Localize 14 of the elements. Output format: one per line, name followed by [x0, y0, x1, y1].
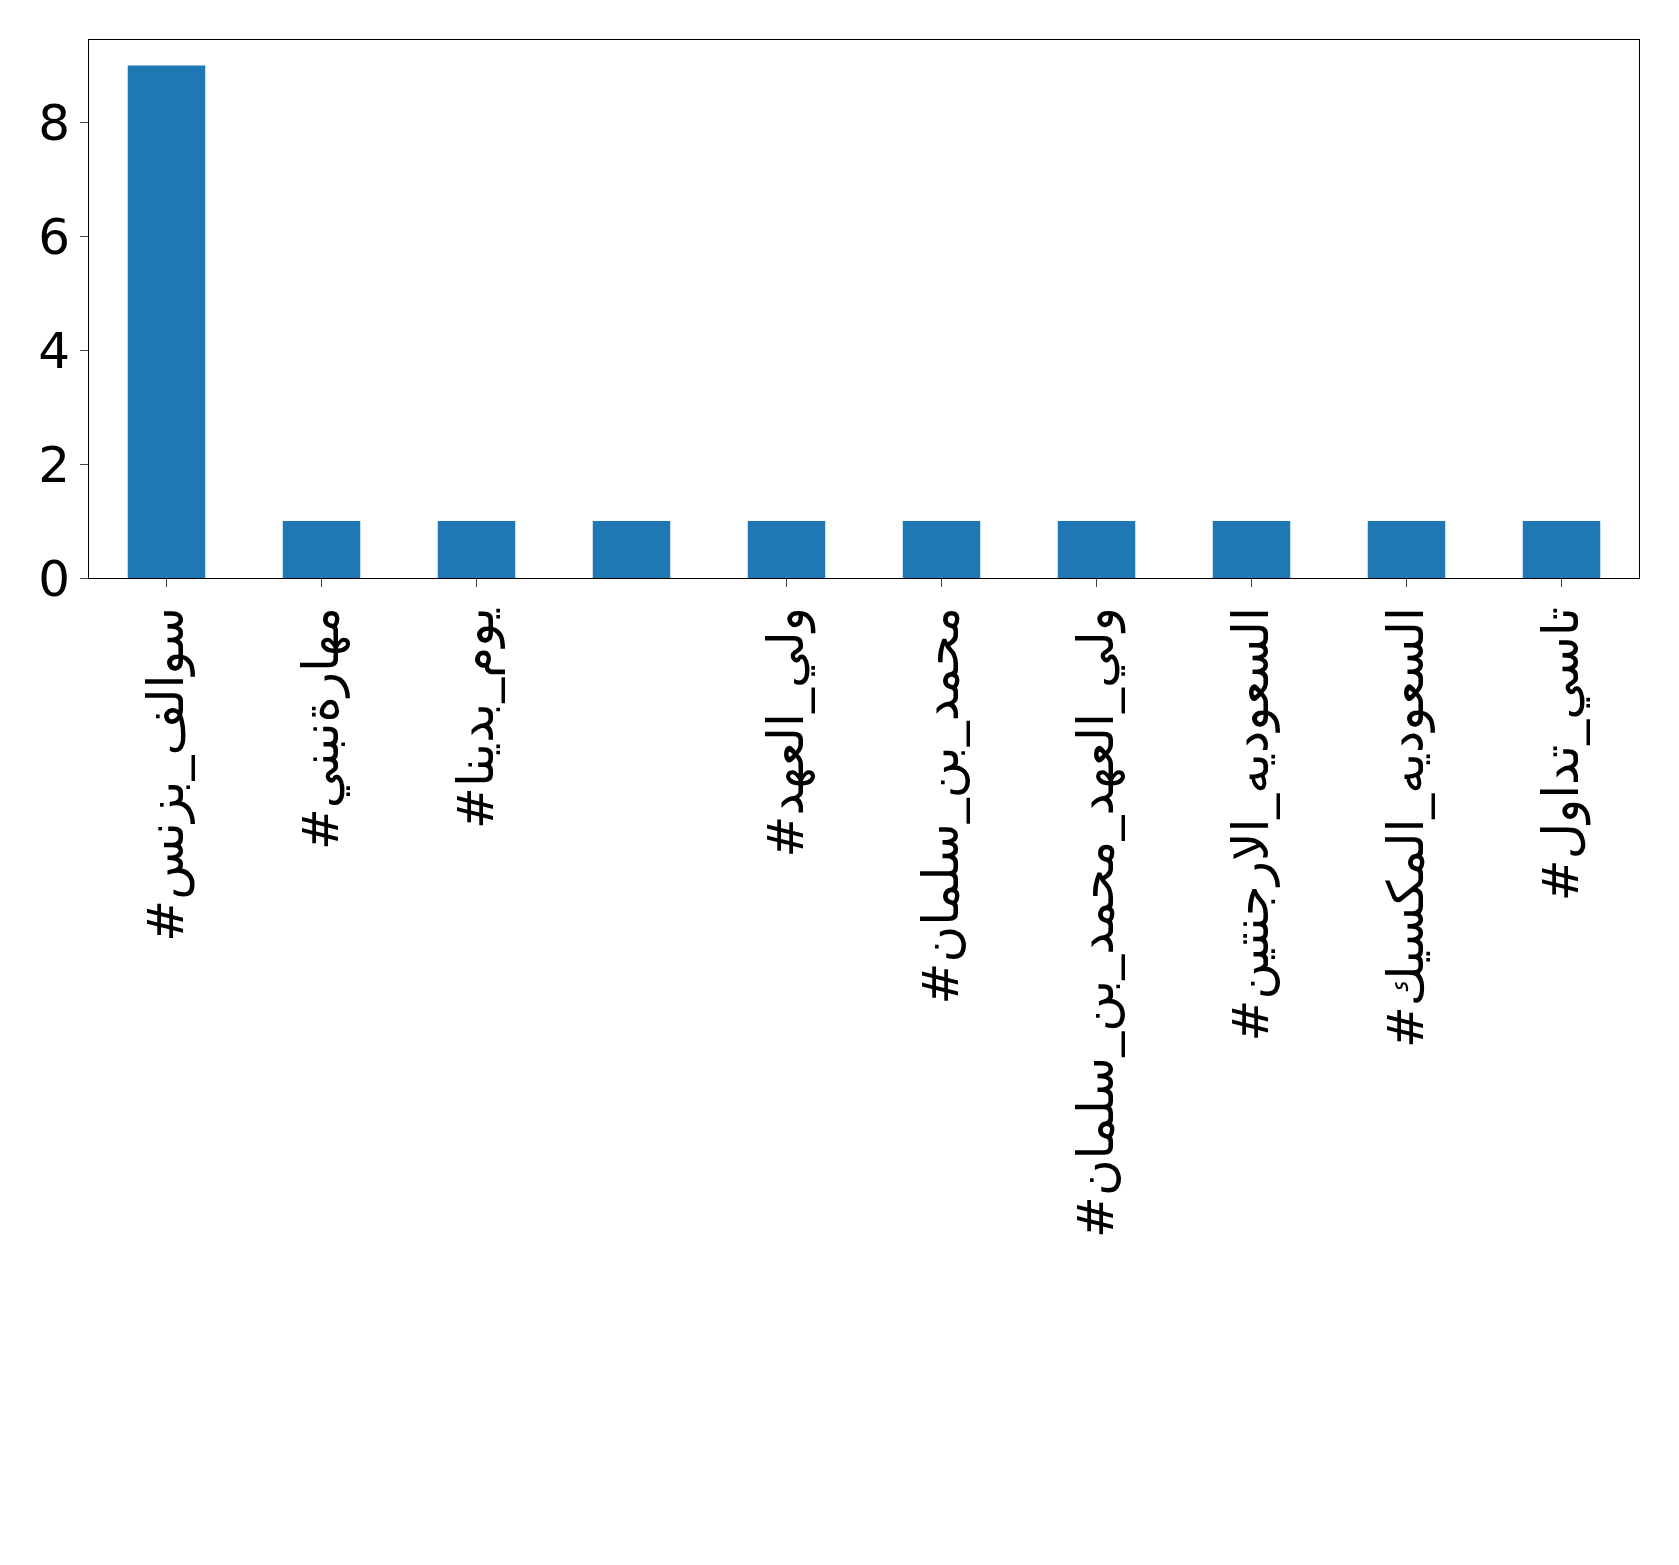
x-tick-label: #السعوديه_المكسيك: [1376, 607, 1435, 1049]
x-tick-label: #تاسي_تداول: [1531, 607, 1591, 902]
x-tick-label: #يوم_بدينا: [446, 607, 505, 830]
x-tick-label: #محمد_بن_سلمان: [911, 607, 970, 1005]
x-tick-label: #ولي_العهد: [756, 607, 816, 858]
y-tick-label: 8: [38, 94, 70, 153]
y-tick-label: 0: [38, 549, 70, 608]
x-tick-label: #سوالف_بزنس: [136, 607, 195, 942]
x-tick-label: #ولي_العهد_محمد_بن_سلمان: [1066, 607, 1126, 1238]
y-tick-label: 2: [38, 435, 70, 494]
x-tick-label: #مهارةنبني: [291, 607, 351, 851]
x-tick-label: #السعوديه_الارجنتين: [1221, 607, 1280, 1042]
y-tick-label: 4: [38, 321, 70, 380]
y-tick-label: 6: [38, 207, 70, 266]
